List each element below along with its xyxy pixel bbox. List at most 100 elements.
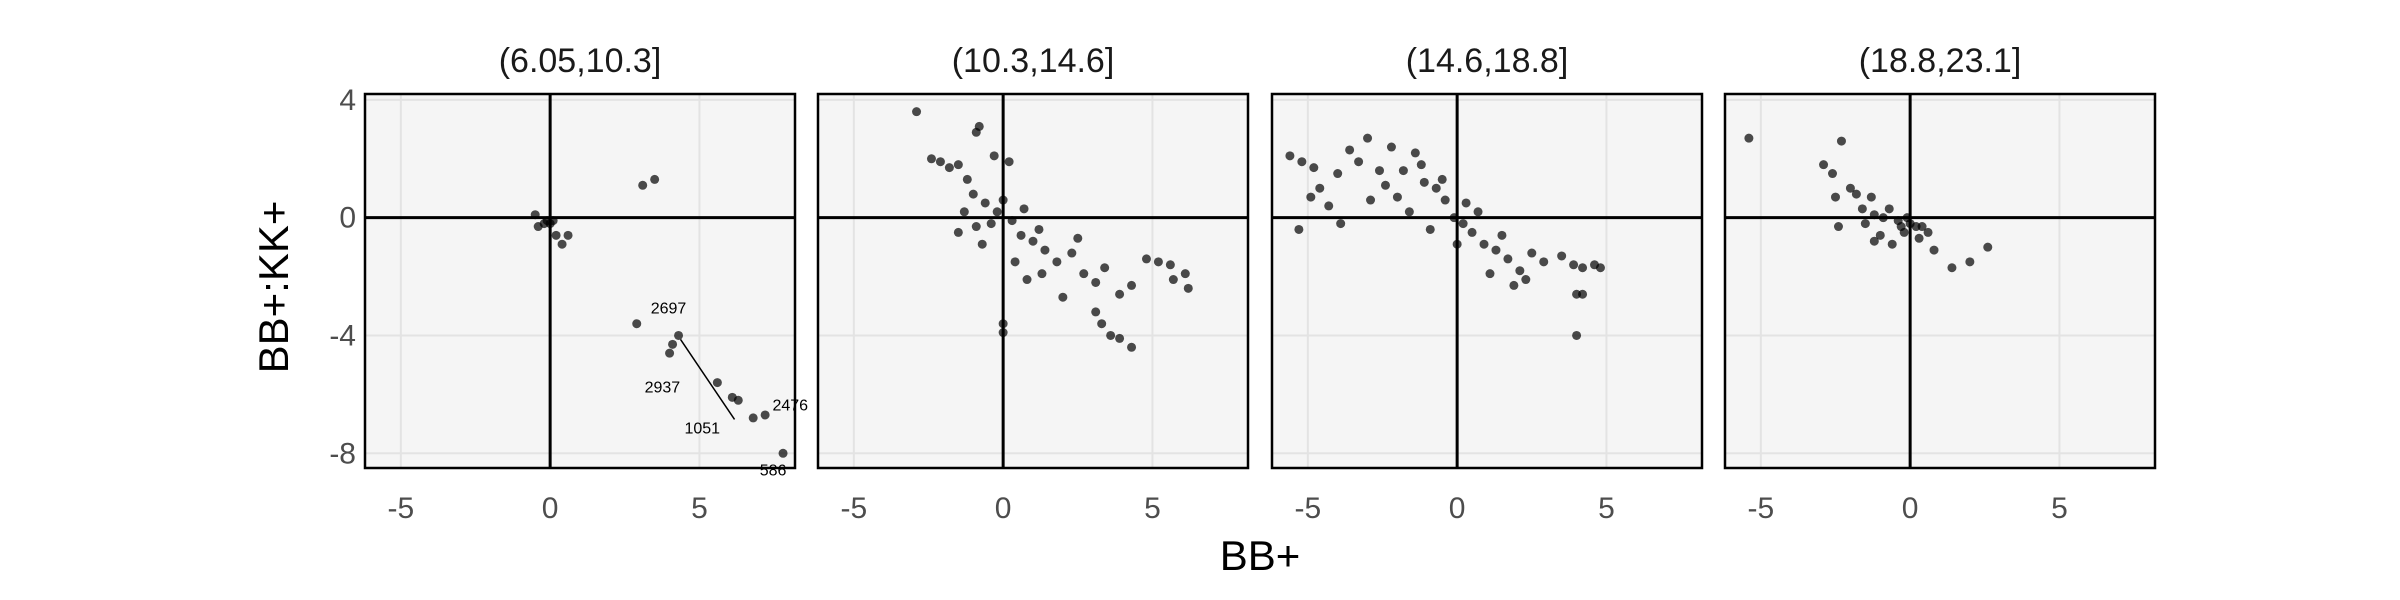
y-tick-label: 4 <box>339 84 356 117</box>
data-point <box>1324 201 1334 211</box>
facet-title: (18.8,23.1] <box>1859 42 2022 80</box>
data-point <box>1127 280 1137 290</box>
data-point <box>1485 269 1495 279</box>
data-point <box>1040 245 1050 255</box>
data-point <box>1851 189 1861 199</box>
data-point <box>1425 224 1435 234</box>
x-tick-label: 0 <box>995 492 1012 525</box>
data-point <box>1828 169 1837 179</box>
data-point <box>1375 166 1384 176</box>
x-tick-label: -5 <box>1747 492 1774 525</box>
data-point <box>1079 269 1089 279</box>
x-tick-label: 0 <box>1449 492 1466 525</box>
data-point <box>1285 151 1295 161</box>
data-point <box>1073 233 1083 243</box>
data-point <box>563 230 573 240</box>
data-point <box>1431 183 1441 193</box>
data-point <box>650 174 660 184</box>
data-point <box>1315 183 1325 193</box>
data-point <box>1497 230 1507 240</box>
data-point <box>1923 227 1933 237</box>
x-tick-label: -5 <box>840 492 867 525</box>
data-point <box>998 319 1008 329</box>
data-point <box>1983 242 1993 252</box>
data-point <box>1180 269 1190 279</box>
data-point <box>1869 236 1879 246</box>
data-point <box>1345 145 1355 155</box>
data-point <box>1392 192 1402 202</box>
point-label: 2476 <box>772 397 808 414</box>
data-point <box>1419 177 1429 187</box>
data-point <box>1141 254 1151 264</box>
data-point <box>1557 251 1567 261</box>
x-axis-title: BB+ <box>1220 532 1301 579</box>
data-point <box>974 121 984 131</box>
data-point <box>1097 319 1107 329</box>
data-point <box>1404 207 1414 217</box>
data-point <box>1127 342 1137 352</box>
data-point <box>1860 219 1870 229</box>
data-point <box>1309 163 1319 173</box>
data-point <box>959 207 969 217</box>
data-point <box>1091 307 1101 317</box>
data-point <box>953 160 963 170</box>
data-point <box>1366 195 1376 205</box>
label-connector <box>679 339 736 420</box>
data-point <box>992 207 1002 217</box>
data-point <box>1398 166 1408 176</box>
data-point <box>980 198 990 208</box>
y-tick-label: -4 <box>329 319 356 352</box>
data-point <box>778 448 788 458</box>
data-point <box>1016 230 1026 240</box>
data-point <box>1106 330 1116 340</box>
data-point <box>1509 280 1519 290</box>
data-point <box>530 210 540 220</box>
data-point <box>760 410 770 420</box>
panel-background <box>1272 94 1702 468</box>
data-point <box>1100 263 1110 273</box>
data-point <box>1416 160 1426 170</box>
data-point <box>1461 198 1471 208</box>
data-point <box>1052 257 1062 267</box>
data-point <box>1947 263 1957 273</box>
y-tick-label: -8 <box>329 437 356 470</box>
x-tick-label: 5 <box>1144 492 1161 525</box>
data-point <box>1884 204 1894 214</box>
data-point <box>1857 204 1867 214</box>
x-tick-label: -5 <box>387 492 414 525</box>
data-point <box>1452 239 1462 249</box>
panel-background <box>818 94 1248 468</box>
data-point <box>1165 260 1175 270</box>
facet-panel-2: (10.3,14.6] -5 0 5 <box>816 42 1250 525</box>
point-label: 586 <box>760 462 787 479</box>
y-tick-labels: 4 0 -4 -8 <box>329 84 356 470</box>
data-point <box>638 180 648 190</box>
data-point <box>668 339 678 349</box>
data-point <box>1491 245 1501 255</box>
data-point <box>935 157 945 167</box>
data-point <box>971 222 981 232</box>
facet-title: (14.6,18.8] <box>1406 42 1569 80</box>
data-point <box>1887 239 1897 249</box>
panel-border <box>1723 92 2157 470</box>
data-point <box>1866 192 1876 202</box>
data-point <box>1467 227 1477 237</box>
data-point <box>989 151 999 161</box>
data-point <box>1306 192 1316 202</box>
data-point <box>1153 257 1163 267</box>
facet-title: (10.3,14.6] <box>952 42 1115 80</box>
data-point <box>1878 213 1888 223</box>
facet-title: (6.05,10.3] <box>499 42 662 80</box>
data-point <box>1380 180 1390 190</box>
data-point <box>1410 148 1420 158</box>
panel-border <box>1270 92 1704 470</box>
data-point <box>1336 219 1346 229</box>
data-point <box>1386 142 1396 152</box>
data-point <box>1578 263 1588 273</box>
data-point <box>1521 275 1531 285</box>
data-point <box>1569 260 1579 270</box>
data-point <box>665 348 675 358</box>
data-point <box>551 230 561 240</box>
